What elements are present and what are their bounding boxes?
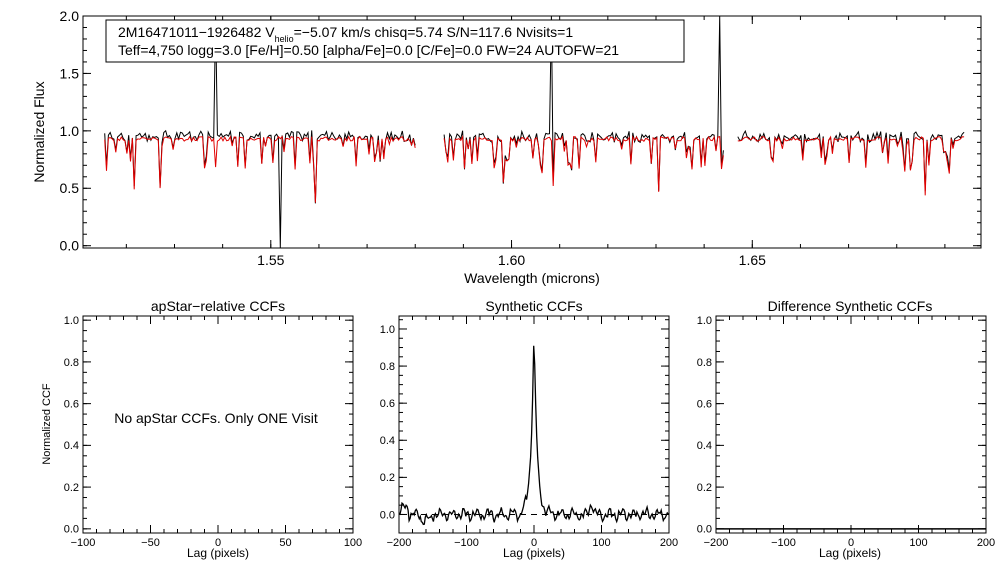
x-tick-label: −100 [454,537,479,549]
y-tick-label: 0.0 [380,509,395,521]
x-tick-label: 0 [848,537,854,549]
spectrum-frame [82,15,982,249]
y-tick-label: 0.2 [380,472,395,484]
synthetic-ccf-traces [398,345,669,526]
y-tick-label: 1.0 [380,324,395,336]
apstar-ccf-panel: apStar−relative CCFs −100 −50 0 50 100 0.0 0.2… [41,298,362,560]
y-tick-label: 0.0 [60,238,80,254]
annotation-line1: 2M16471011−1926482 Vhelio=−5.07 km/s chi… [118,24,573,44]
y-tick-label: 0.8 [380,361,395,373]
difference-ccf-ticks: −200 −100 0 100 200 0.0 0.2 0.4 0.6 0.8 1.0 [697,315,995,549]
synthetic-spectrum-line [443,134,724,192]
y-tick-label: 0.0 [64,524,79,536]
difference-ccf-panel: Difference Synthetic CCFs −200 −100 0 100 20… [697,298,995,560]
spectrum-traces [104,16,965,248]
x-tick-label: 0 [215,537,221,549]
x-tick-label: 1.55 [257,252,284,268]
x-tick-label: −200 [387,537,412,549]
synthetic-spectrum-line [737,135,965,196]
synthetic-spectrum-line [104,135,416,203]
synthetic-ccf-ticks: −200 −100 0 100 200 0.0 0.2 0.4 0.6 0.8 1.0 [380,316,678,549]
spectrum-xlabel: Wavelength (microns) [464,270,600,286]
y-tick-label: 0.0 [697,524,712,536]
apstar-ccf-message: No apStar CCFs. Only ONE Visit [114,410,318,426]
spectrum-lines [104,16,965,248]
synthetic-ccf-title: Synthetic CCFs [485,298,582,314]
annotation-box [105,19,685,63]
y-tick-label: 0.4 [380,435,395,447]
y-tick-label: 2.0 [60,8,80,24]
y-tick-label: 0.6 [64,398,79,410]
y-tick-label: 1.0 [64,315,79,327]
x-tick-label: 50 [279,537,291,549]
x-tick-label: 100 [344,537,362,549]
x-tick-label: −50 [141,537,160,549]
spectrum-panel: 1.55 1.60 1.65 0.0 0.5 1.0 1.5 2.0 2M16471011−1… [31,8,982,286]
y-tick-label: 0.2 [697,482,712,494]
y-tick-label: 0.8 [64,357,79,369]
y-tick-label: 0.6 [380,398,395,410]
apstar-ccf-ylabel: Normalized CCF [41,383,53,465]
x-tick-label: 200 [977,537,995,549]
synthetic-ccf-panel: Synthetic CCFs −200 −100 0 100 200 0.0 0.2 0.4 0… [380,298,678,560]
y-tick-label: 1.0 [60,123,80,139]
y-tick-label: 0.4 [64,440,79,452]
synthetic-ccf-xlabel: Lag (pixels) [503,546,565,560]
y-tick-label: 0.6 [697,398,712,410]
x-tick-label: −100 [771,537,796,549]
y-tick-label: 0.4 [697,440,712,452]
apstar-ccf-title: apStar−relative CCFs [151,298,285,314]
difference-ccf-title: Difference Synthetic CCFs [768,298,933,314]
y-tick-label: 0.5 [60,180,80,196]
x-tick-label: 0 [531,537,537,549]
apstar-ccf-xlabel: Lag (pixels) [187,546,249,560]
annotation-line2: Teff=4,750 logg=3.0 [Fe/H]=0.50 [alpha/F… [118,42,619,58]
y-tick-label: 0.8 [697,357,712,369]
x-tick-label: −100 [71,537,96,549]
y-tick-label: 1.5 [60,65,80,81]
spectrum-ylabel: Normalized Flux [31,81,47,182]
apstar-ccf-ticks: −100 −50 0 50 100 0.0 0.2 0.4 0.6 0.8 1.0 [64,315,362,549]
x-tick-label: 100 [909,537,927,549]
x-tick-label: 100 [592,537,610,549]
y-tick-label: 0.2 [64,482,79,494]
x-tick-label: 200 [660,537,678,549]
x-tick-label: 1.60 [498,252,525,268]
x-tick-label: 1.65 [739,252,766,268]
difference-ccf-xlabel: Lag (pixels) [819,546,881,560]
y-tick-label: 1.0 [697,315,712,327]
x-tick-label: −200 [704,537,729,549]
difference-ccf-frame [715,315,987,534]
synthetic-ccf-line [398,345,669,526]
